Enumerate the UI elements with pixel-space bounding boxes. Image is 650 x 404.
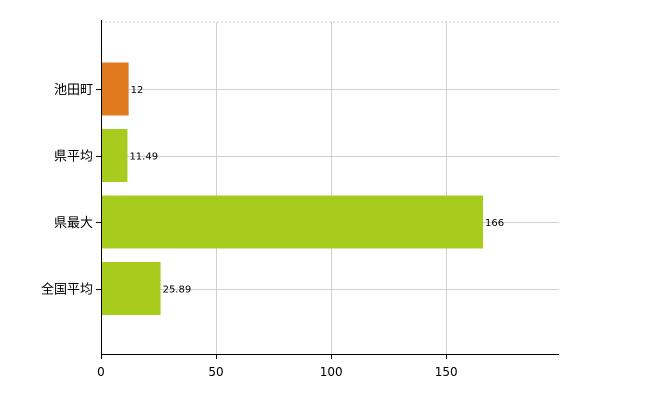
bar xyxy=(101,62,129,116)
data-value-label: 166 xyxy=(485,218,504,229)
x-tick-label: 150 xyxy=(435,365,458,379)
category-label: 全国平均 xyxy=(41,282,93,298)
x-tick-label: 100 xyxy=(320,365,343,379)
category-label: 池田町 xyxy=(54,83,93,98)
bar xyxy=(101,129,128,182)
bar-layer xyxy=(101,62,484,315)
data-value-label: 25.89 xyxy=(163,285,192,296)
axis-layer xyxy=(96,20,559,359)
bar xyxy=(101,262,161,315)
x-tick-label: 50 xyxy=(208,365,223,379)
bar xyxy=(101,195,484,249)
x-tick-label: 0 xyxy=(97,365,105,379)
data-value-label: 11.49 xyxy=(129,152,158,163)
data-value-label: 12 xyxy=(131,85,144,96)
grid-layer xyxy=(101,21,559,354)
category-label: 県最大 xyxy=(54,216,93,231)
category-label: 県平均 xyxy=(54,150,93,165)
